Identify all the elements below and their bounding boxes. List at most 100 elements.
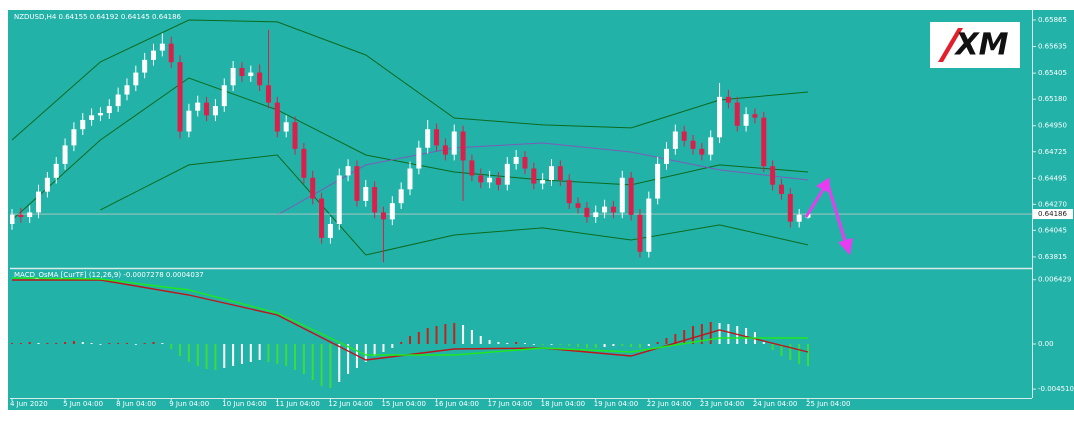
indicator-line xyxy=(100,154,809,256)
y-tick-label: 0.00 xyxy=(1038,340,1054,348)
candle-body xyxy=(115,94,121,107)
histogram-bar xyxy=(240,344,243,364)
candle-body xyxy=(10,214,15,224)
histogram-bar xyxy=(143,343,146,344)
histogram-bar xyxy=(391,344,394,348)
candle-body xyxy=(407,168,413,190)
x-tick-label: 9 Jun 04:00 xyxy=(169,400,209,408)
candle-body xyxy=(319,198,325,238)
y-tick-label: 0.65405 xyxy=(1038,69,1067,77)
y-tick-label: 0.64725 xyxy=(1038,148,1067,156)
x-tick-label: 8 Jun 04:00 xyxy=(116,400,156,408)
candle-body xyxy=(460,131,466,161)
y-tick-label: 0.65180 xyxy=(1038,95,1067,103)
candle-body xyxy=(752,114,758,118)
logo-slash xyxy=(938,28,963,62)
candle-body xyxy=(389,203,395,220)
y-tick-label: 0.63815 xyxy=(1038,253,1067,261)
histogram-bar xyxy=(532,344,535,345)
candle-body xyxy=(557,166,563,181)
histogram-bar xyxy=(630,344,633,347)
candle-body xyxy=(221,85,227,107)
histogram-bar xyxy=(232,344,235,366)
histogram-bar xyxy=(462,325,465,344)
histogram-bar xyxy=(559,344,562,345)
candle-body xyxy=(425,129,431,148)
histogram-bar xyxy=(400,342,403,344)
histogram-bar xyxy=(170,344,173,349)
histogram-bar xyxy=(585,344,588,348)
histogram-bar xyxy=(470,330,473,344)
price-panel xyxy=(10,19,1032,263)
candle-body xyxy=(708,137,714,155)
candle-body xyxy=(584,207,590,218)
candle-body xyxy=(549,166,555,181)
y-tick-label: 0.64270 xyxy=(1038,200,1067,208)
x-tick-label: 18 Jun 04:00 xyxy=(541,400,585,408)
arrowhead-down xyxy=(838,237,853,256)
candle-body xyxy=(663,148,669,164)
price-header: NZDUSD,H4 0.64155 0.64192 0.64145 0.6418… xyxy=(14,13,182,21)
candle-body xyxy=(628,177,634,215)
histogram-bar xyxy=(117,343,120,344)
histogram-bar xyxy=(205,344,208,369)
candle-body xyxy=(301,148,307,178)
current-price-label: 0.64186 xyxy=(1038,210,1067,218)
candle-body xyxy=(36,191,42,213)
candle-body xyxy=(133,72,139,86)
candle-body xyxy=(18,214,24,218)
candle-body xyxy=(743,114,749,126)
macd-panel xyxy=(11,277,809,388)
candle-body xyxy=(646,198,652,252)
histogram-bar xyxy=(28,342,31,344)
candle-body xyxy=(124,85,130,95)
candle-body xyxy=(380,212,386,220)
histogram-bar xyxy=(373,344,376,356)
macd-header: MACD_OsMA [CurTF] (12,26,9) -0.0007278 0… xyxy=(14,271,204,279)
x-tick-label: 23 Jun 04:00 xyxy=(700,400,744,408)
histogram-bar xyxy=(718,323,721,344)
histogram-bar xyxy=(90,343,93,344)
candle-body xyxy=(27,212,33,218)
histogram-bar xyxy=(364,344,367,362)
x-tick-label: 19 Jun 04:00 xyxy=(594,400,638,408)
candle-body xyxy=(637,214,643,252)
x-tick-label: 16 Jun 04:00 xyxy=(435,400,479,408)
candle-body xyxy=(177,62,183,132)
histogram-bar xyxy=(550,344,553,345)
histogram-bar xyxy=(638,344,641,348)
current-price-box xyxy=(1033,209,1073,220)
x-tick-label: 10 Jun 04:00 xyxy=(222,400,266,408)
histogram-bar xyxy=(727,324,730,344)
candle-body xyxy=(717,96,723,138)
candle-body xyxy=(487,177,493,183)
histogram-bar xyxy=(700,324,703,344)
candle-body xyxy=(159,43,165,51)
arrow-down xyxy=(826,184,848,245)
logo-box xyxy=(930,22,1020,68)
histogram-bar xyxy=(674,334,677,344)
histogram-bar xyxy=(196,344,199,366)
y-tick-label: 0.006429 xyxy=(1038,276,1071,284)
histogram-bar xyxy=(320,344,323,386)
candle-body xyxy=(204,102,210,116)
y-tick-label: 0.64950 xyxy=(1038,122,1067,130)
candle-body xyxy=(398,189,404,204)
histogram-bar xyxy=(417,332,420,344)
candle-body xyxy=(327,223,333,238)
candle-body xyxy=(602,206,608,213)
candle-body xyxy=(292,122,298,149)
candle-body xyxy=(469,160,475,176)
candle-body xyxy=(89,115,95,120)
histogram-bar xyxy=(612,344,615,346)
y-tick-label: 0.65635 xyxy=(1038,43,1067,51)
histogram-bar xyxy=(37,343,40,344)
arrow-up xyxy=(804,184,828,218)
histogram-bar xyxy=(161,343,164,344)
histogram-bar xyxy=(214,344,217,370)
candle-body xyxy=(248,72,254,77)
candle-body xyxy=(566,180,572,204)
histogram-bar xyxy=(19,343,22,344)
histogram-bar xyxy=(46,343,49,344)
candle-body xyxy=(106,106,112,114)
